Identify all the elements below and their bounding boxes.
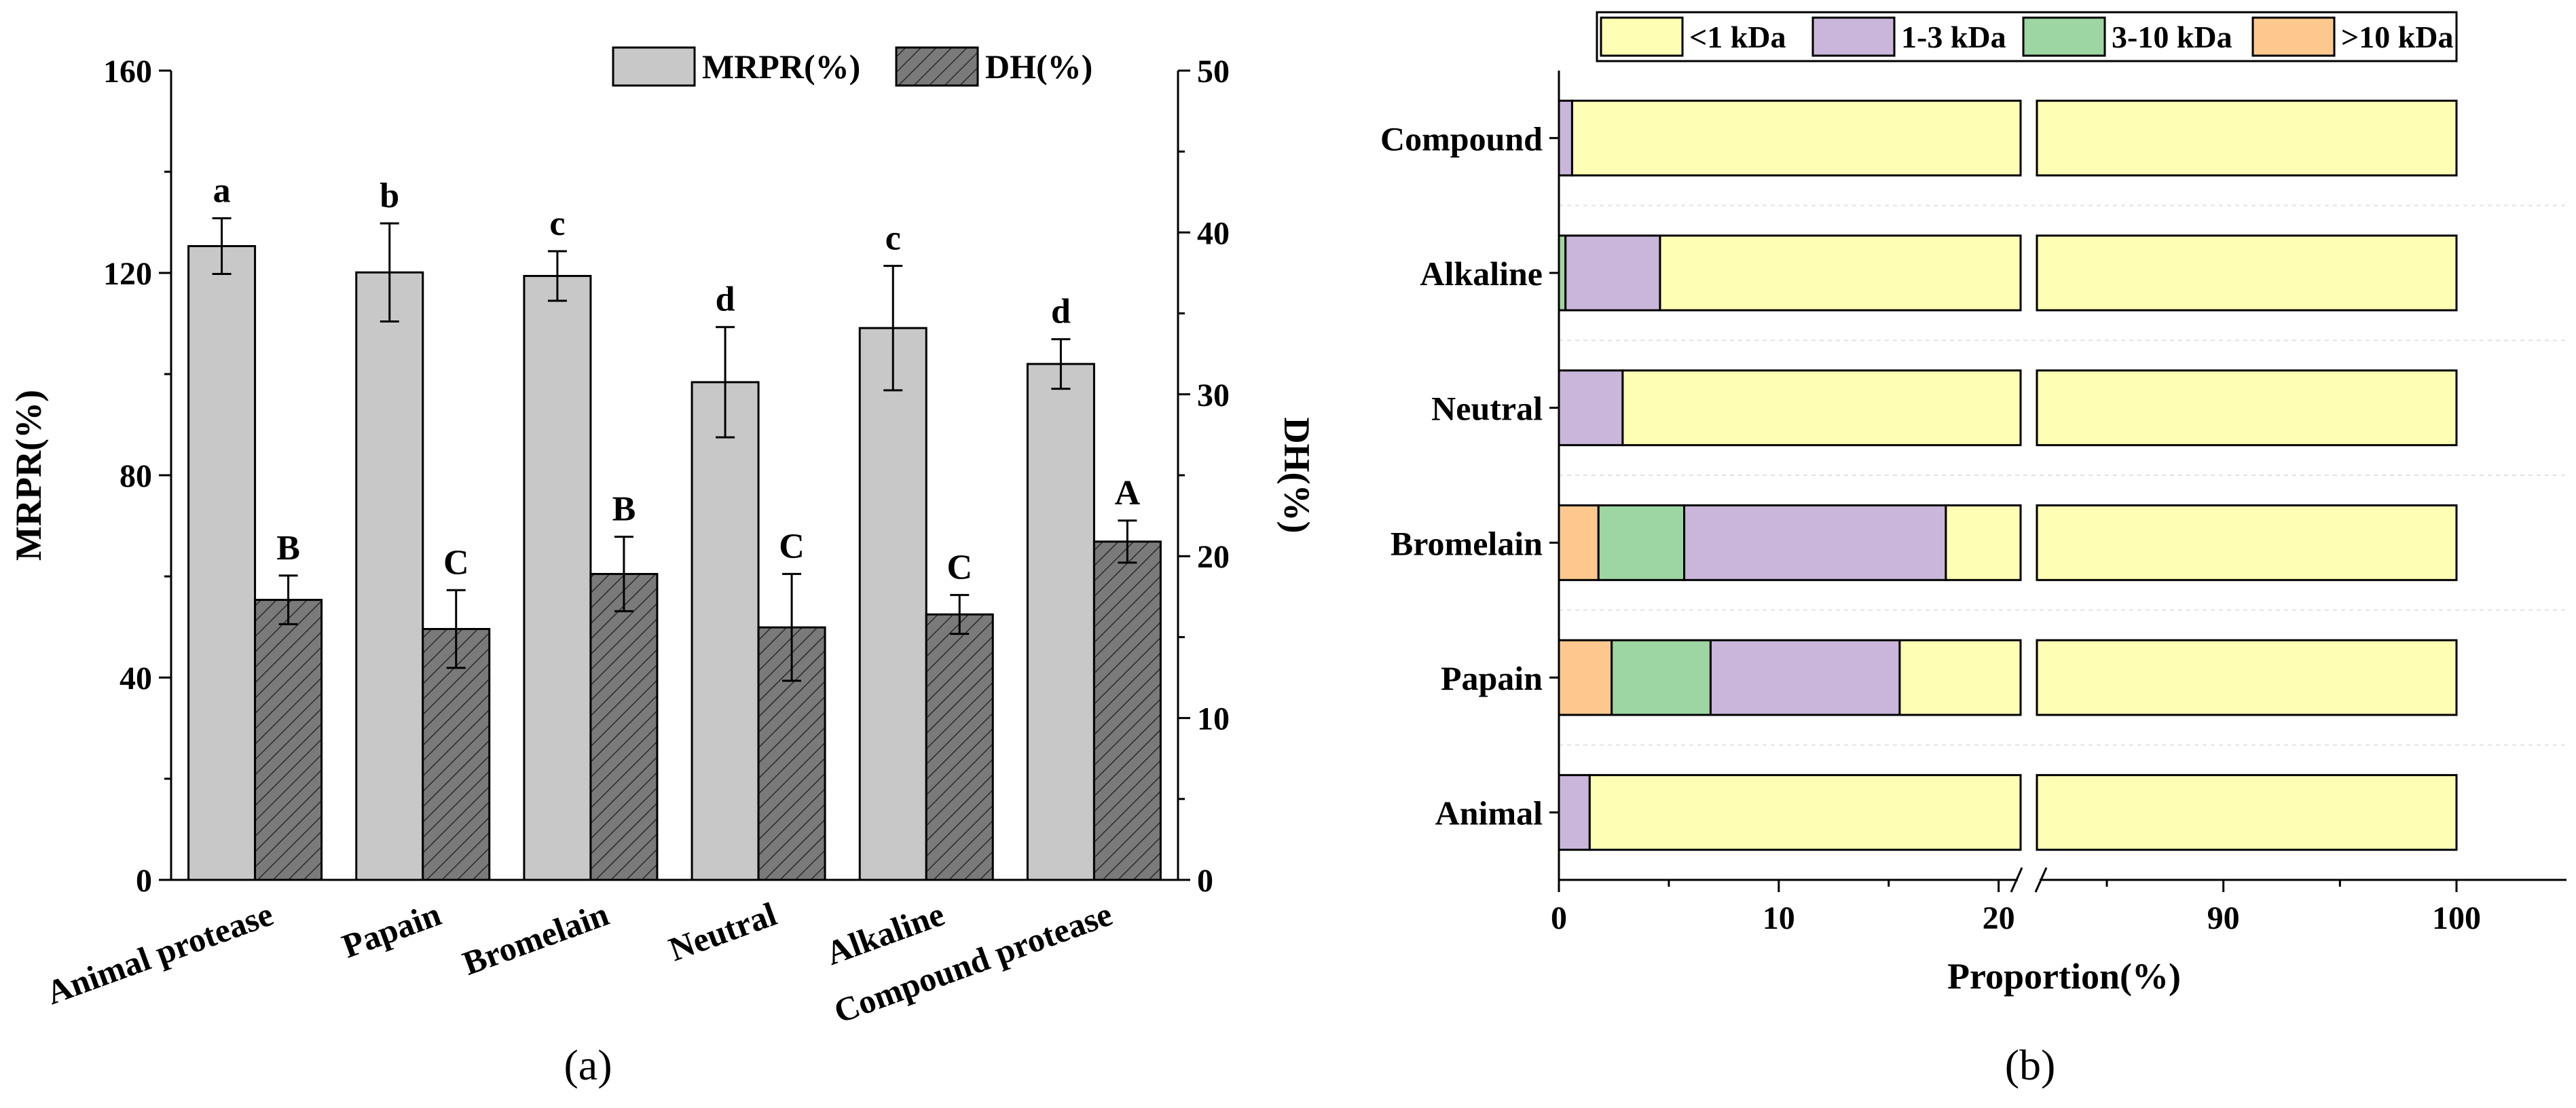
y-tick-label-left: 120 [103,256,152,292]
x-tick-label: 90 [2207,900,2240,936]
legend-swatch [2022,16,2106,57]
bar-mrpr [858,327,927,881]
bar-mrpr [523,274,592,881]
y-tick-label-right: 0 [1197,863,1213,899]
legend-label: 3-10 kDa [2112,20,2232,54]
significance-label-mrpr: d [1051,293,1071,331]
y-tick-label-left: 0 [136,863,152,899]
bar-segment [1597,504,1686,581]
y-tick-label: Compound [1380,119,1543,158]
bar-segment [1611,639,1712,716]
chart-b: Animal Papain Bromelain Neutral Alkaline Comp… [1380,11,2566,997]
y-tick-label: Neutral [1431,390,1543,428]
y-axis-title-left: MRPR(%) [8,390,49,561]
x-tick-label: 100 [2432,900,2481,936]
significance-label-mrpr: b [380,177,399,215]
bar-dh [254,599,323,881]
legend-swatch [1600,16,1684,57]
bar-segment [1621,369,2022,447]
y-axis-title-right: DH(%) [1276,418,1317,534]
y-tick-label-right: 20 [1197,539,1230,575]
significance-label-mrpr: a [213,172,231,210]
bar-segment [1570,99,2022,177]
panel-label-a: (a) [564,1041,612,1089]
x-tick-label: 10 [1763,900,1795,936]
bar-segment [1558,639,1613,716]
significance-label-dh: B [276,529,300,568]
legend-label-mrpr: MRPR(%) [702,48,860,86]
significance-label-mrpr: d [716,280,735,319]
significance-label-dh: B [612,490,636,529]
legend-label: >10 kDa [2341,20,2454,54]
legend-label: 1-3 kDa [1901,20,2006,54]
bar-segment [2036,234,2458,312]
y-tick-label-right: 40 [1197,215,1230,251]
legend-label-dh: DH(%) [985,48,1092,86]
y-tick-label: Bromelain [1391,524,1543,562]
bar-segment [2036,774,2458,851]
bar-segment [1558,504,1600,581]
bar-segment [1564,234,1661,312]
bar-dh [925,613,994,881]
legend-swatch [2251,16,2336,57]
bar-segment [1588,774,2022,851]
bar-dh [422,627,491,881]
legend-swatch-mrpr [612,46,696,87]
significance-label-dh: C [443,543,469,582]
x-tick-label: Compound protease [829,895,1117,1031]
y-tick-label-left: 160 [103,54,152,90]
bar-segment [2036,639,2458,716]
x-tick-label: 20 [1983,900,2015,936]
y-tick-label-right: 10 [1197,701,1230,737]
significance-label-mrpr: c [549,204,565,243]
axis-break-mark [2010,867,2023,893]
y-tick-label: Animal [1435,794,1543,832]
x-tick-label: 0 [1551,900,1567,936]
axis-break-mark [2034,867,2048,893]
y-tick-label: Papain [1441,659,1543,697]
bar-mrpr [691,381,760,881]
bar-dh [589,572,659,881]
significance-label-mrpr: c [885,219,901,258]
bar-segment [2036,504,2458,581]
bar-mrpr [1026,363,1095,881]
bar-mrpr [355,271,424,881]
significance-label-dh: C [779,527,805,566]
bar-segment [1659,234,2022,312]
bar-segment [2036,369,2458,447]
y-tick-label-left: 40 [119,661,152,697]
y-tick-label-right: 50 [1197,54,1230,90]
significance-label-dh: A [1115,474,1141,513]
bar-mrpr [187,245,257,881]
bar-segment [1683,504,1947,581]
bar-segment [1558,369,1624,447]
x-axis-title: Proportion(%) [1947,956,2181,997]
bar-segment [1709,639,1901,716]
x-tick-label: Bromelain [458,895,614,982]
y-tick-label-right: 30 [1197,377,1230,413]
legend-label: <1 kDa [1689,20,1786,54]
x-tick-label: Papain [337,895,445,965]
bar-segment [1558,774,1591,851]
x-tick-label: Animal protease [41,895,278,1012]
x-tick-label: Neutral [664,895,781,969]
significance-label-dh: C [946,548,972,587]
legend-swatch-dh [895,46,979,87]
legend-swatch [1811,16,1896,57]
bar-dh [1092,540,1162,881]
panel-label-b: (b) [2005,1041,2056,1089]
y-tick-label-left: 80 [119,458,152,494]
y-tick-label: Alkaline [1420,255,1543,293]
chart-a: a B Animal protease b C Papain c B Bromelain d C Ne… [8,46,1317,1031]
bar-segment [1558,99,1573,177]
bar-segment [1898,639,2022,716]
bar-segment [1945,504,2022,581]
bar-segment [2036,99,2458,177]
